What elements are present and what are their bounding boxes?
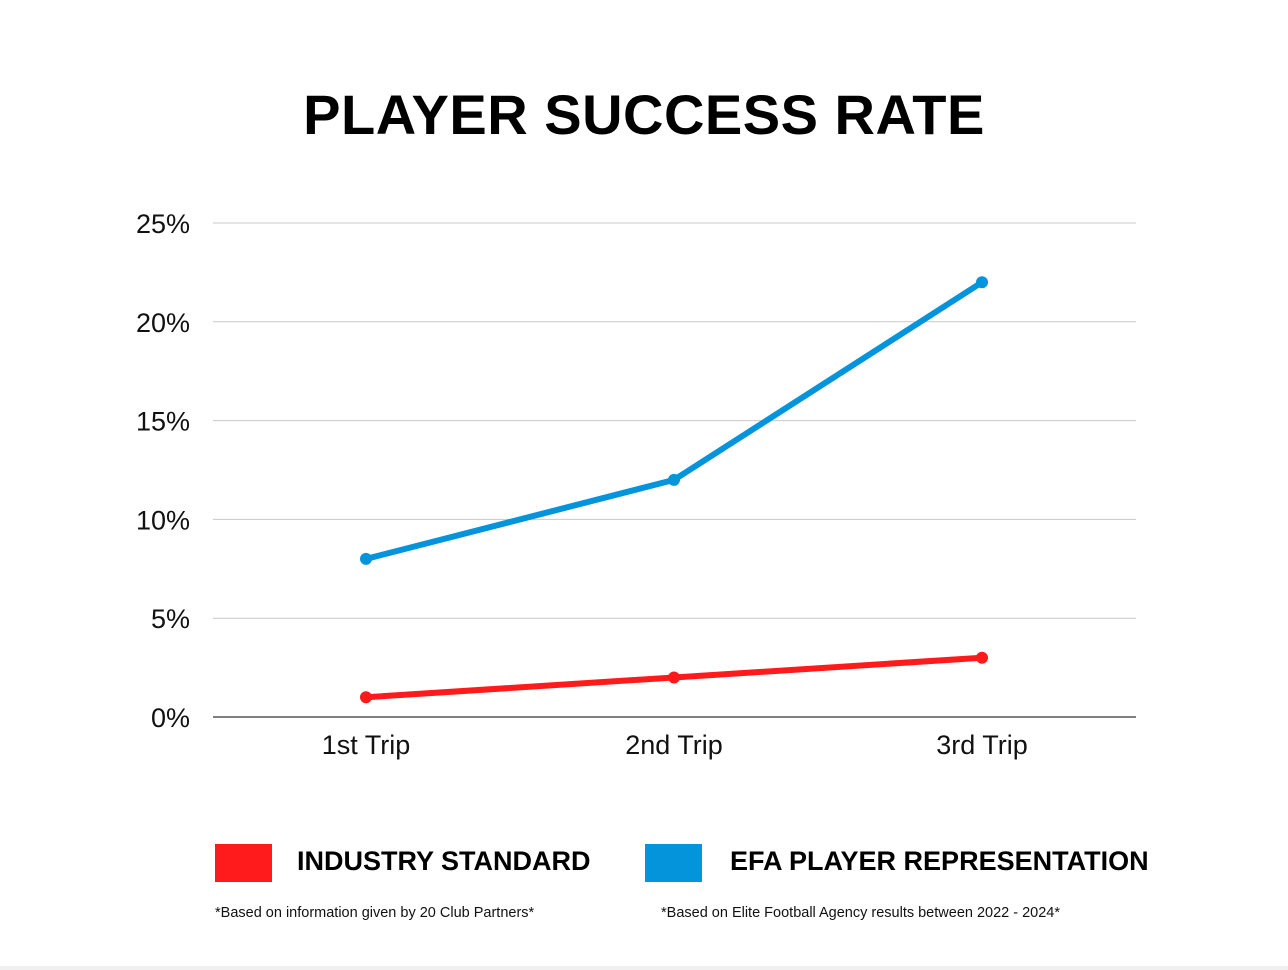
data-point [976, 276, 988, 289]
data-point [976, 651, 988, 664]
legend-label-efa-player-representation: EFA PLAYER REPRESENTATION [730, 846, 1149, 876]
x-tick-label: 1st Trip [322, 730, 411, 760]
x-tick-label: 2nd Trip [625, 730, 723, 760]
y-tick-label: 0% [151, 703, 190, 733]
data-point [360, 691, 372, 704]
chart-title: PLAYER SUCCESS RATE [303, 83, 985, 146]
y-tick-label: 10% [136, 505, 190, 535]
legend-swatch-industry-standard [215, 844, 272, 882]
y-tick-label: 20% [136, 308, 190, 338]
x-tick-label: 3rd Trip [936, 730, 1028, 760]
line-chart: 0% 5% 10% 15% 20% 25% 1st Trip 2nd Trip 3rd Trip [136, 209, 1136, 760]
footnote-right: *Based on Elite Football Agency results … [661, 905, 1061, 921]
y-tick-label: 5% [151, 604, 190, 634]
bottom-divider [0, 966, 1288, 970]
y-tick-label: 15% [136, 407, 190, 437]
footnote-left: *Based on information given by 20 Club P… [215, 905, 535, 921]
y-tick-label: 25% [136, 209, 190, 239]
data-point [668, 671, 680, 684]
legend-swatch-efa-player-representation [645, 844, 702, 882]
data-point [668, 473, 680, 486]
legend-label-industry-standard: INDUSTRY STANDARD [297, 846, 591, 876]
data-point [360, 552, 372, 565]
